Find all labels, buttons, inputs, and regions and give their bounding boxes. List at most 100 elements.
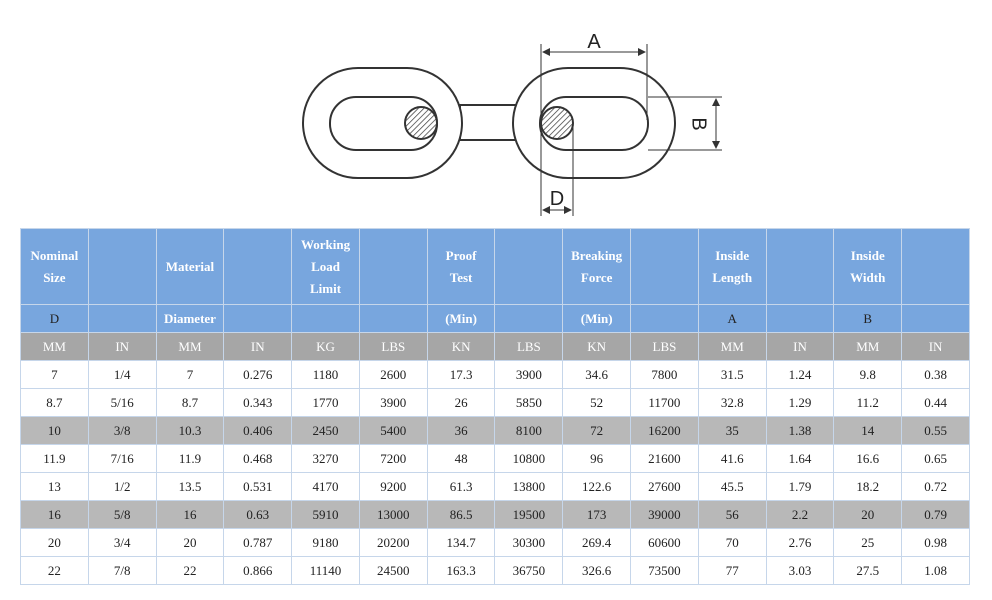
dim-label: D — [550, 188, 564, 210]
data-cell: 3900 — [494, 360, 564, 389]
header-cell — [494, 228, 564, 305]
header-cell: Proof Test — [426, 228, 496, 305]
header-cell — [358, 304, 428, 333]
data-row: 20 3/4 20 0.787 9180 20200 134.7 30300 269.4 6060… — [20, 528, 970, 557]
data-cell: 13000 — [358, 500, 428, 529]
header-cell: IN — [223, 332, 293, 361]
data-cell: 5910 — [291, 500, 360, 529]
data-cell: 0.276 — [223, 360, 293, 389]
data-cell: 163.3 — [426, 556, 496, 585]
data-cell: 10 — [20, 416, 89, 445]
data-cell: 14 — [833, 416, 903, 445]
data-cell: 0.55 — [901, 416, 970, 445]
header-cell: Nominal Size — [20, 228, 89, 305]
data-cell: 269.4 — [562, 528, 632, 557]
data-cell: 61.3 — [426, 472, 496, 501]
header-cell — [901, 228, 970, 305]
data-cell: 34.6 — [562, 360, 632, 389]
header-cell: B — [833, 304, 903, 333]
header-cell: LBS — [494, 332, 564, 361]
data-cell: 4170 — [291, 472, 360, 501]
data-cell: 16 — [20, 500, 89, 529]
header-text: Proof Test — [445, 247, 477, 285]
header-cell: Material — [155, 228, 225, 305]
data-cell: 7/16 — [87, 444, 157, 473]
data-row: 10 3/8 10.3 0.406 2450 5400 36 8100 72 16200 35 1.3… — [20, 416, 970, 445]
data-cell: 9.8 — [833, 360, 903, 389]
data-cell: 35 — [697, 416, 767, 445]
data-cell: 31.5 — [697, 360, 767, 389]
header-cell: MM — [20, 332, 89, 361]
header-cell: Working Load Limit — [291, 228, 360, 305]
data-cell: 41.6 — [697, 444, 767, 473]
data-cell: 52 — [562, 388, 632, 417]
header-text: Inside Length — [712, 247, 753, 285]
header-cell: Diameter — [155, 304, 225, 333]
data-cell: 1/4 — [87, 360, 157, 389]
dim-label: B — [688, 117, 710, 130]
data-cell: 96 — [562, 444, 632, 473]
data-cell: 10800 — [494, 444, 564, 473]
data-cell: 9180 — [291, 528, 360, 557]
header-cell — [291, 304, 360, 333]
data-cell: 5/8 — [87, 500, 157, 529]
data-cell: 36 — [426, 416, 496, 445]
data-cell: 1.08 — [901, 556, 970, 585]
data-cell: 86.5 — [426, 500, 496, 529]
header-cell — [630, 228, 699, 305]
data-row: 22 7/8 22 0.866 11140 24500 163.3 36750 326.6 735… — [20, 556, 970, 585]
data-cell: 5850 — [494, 388, 564, 417]
data-cell: 16 — [155, 500, 225, 529]
data-cell: 7200 — [358, 444, 428, 473]
header-cell: MM — [155, 332, 225, 361]
data-cell: 13800 — [494, 472, 564, 501]
data-cell: 3.03 — [765, 556, 835, 585]
data-cell: 0.72 — [901, 472, 970, 501]
data-cell: 11.9 — [155, 444, 225, 473]
header-cell — [494, 304, 564, 333]
data-cell: 1/2 — [87, 472, 157, 501]
data-cell: 36750 — [494, 556, 564, 585]
data-row: 11.9 7/16 11.9 0.468 3270 7200 48 10800 96 21600 4… — [20, 444, 970, 473]
data-cell: 0.468 — [223, 444, 293, 473]
data-cell: 11.9 — [20, 444, 89, 473]
data-cell: 3/8 — [87, 416, 157, 445]
data-cell: 7 — [155, 360, 225, 389]
data-cell: 13.5 — [155, 472, 225, 501]
data-cell: 16200 — [630, 416, 699, 445]
data-cell: 8100 — [494, 416, 564, 445]
data-cell: 7800 — [630, 360, 699, 389]
data-cell: 26 — [426, 388, 496, 417]
data-cell: 21600 — [630, 444, 699, 473]
header-text: Nominal Size — [30, 247, 79, 285]
data-cell: 73500 — [630, 556, 699, 585]
data-cell: 13 — [20, 472, 89, 501]
dim-label: A — [587, 31, 601, 53]
data-cell: 134.7 — [426, 528, 496, 557]
data-cell: 77 — [697, 556, 767, 585]
header-text: Material — [165, 258, 215, 274]
data-cell: 22 — [155, 556, 225, 585]
data-cell: 8.7 — [155, 388, 225, 417]
header-cell: (Min) — [426, 304, 496, 333]
header-cell: IN — [901, 332, 970, 361]
header-cell: IN — [87, 332, 157, 361]
data-cell: 173 — [562, 500, 632, 529]
data-cell: 11700 — [630, 388, 699, 417]
data-cell: 2.76 — [765, 528, 835, 557]
header-cell: Inside Length — [697, 228, 767, 305]
data-cell: 3900 — [358, 388, 428, 417]
data-cell: 1.64 — [765, 444, 835, 473]
data-cell: 56 — [697, 500, 767, 529]
header-cell: LBS — [630, 332, 699, 361]
header-cell — [765, 228, 835, 305]
data-cell: 0.866 — [223, 556, 293, 585]
header-text: Inside Width — [850, 247, 886, 285]
data-cell: 0.63 — [223, 500, 293, 529]
data-cell: 0.79 — [901, 500, 970, 529]
data-row: 13 1/2 13.5 0.531 4170 9200 61.3 13800 122.6 2760… — [20, 472, 970, 501]
data-cell: 11140 — [291, 556, 360, 585]
data-cell: 10.3 — [155, 416, 225, 445]
data-cell: 27600 — [630, 472, 699, 501]
